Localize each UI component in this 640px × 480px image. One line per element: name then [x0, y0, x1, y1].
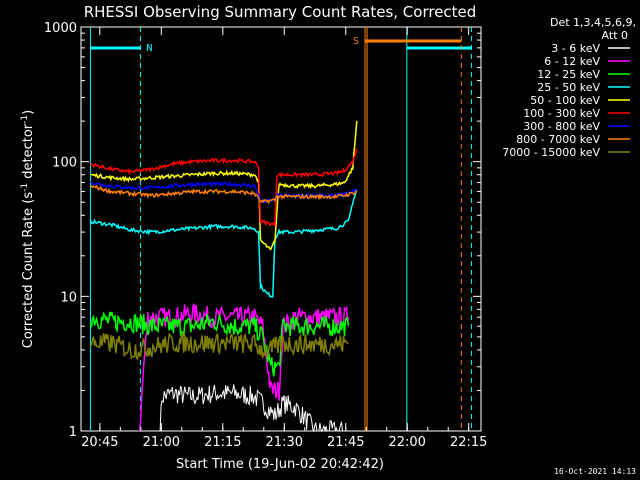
- y-axis-label: Corrected Count Rate (s-1 detector-1): [20, 110, 36, 348]
- series-line-6: [89, 180, 358, 204]
- y-tick-label-2: 100: [52, 156, 77, 171]
- series-line-4: [90, 121, 358, 251]
- legend-label-2: 12 - 25 keV: [537, 68, 600, 81]
- series-line-5: [90, 148, 358, 227]
- legend-label-3: 25 - 50 keV: [537, 81, 600, 94]
- x-tick-label-4: 21:45: [327, 435, 364, 450]
- series-layer: [89, 121, 358, 433]
- legend-header-line-2: Att 0: [602, 29, 628, 42]
- x-tick-label-1: 21:00: [143, 435, 180, 450]
- legend-label-1: 6 - 12 keV: [544, 55, 600, 68]
- series-line-7: [89, 184, 358, 205]
- legend-header-line-1: Det 1,3,4,5,6,9,: [550, 16, 636, 29]
- x-tick-label-0: 20:45: [81, 435, 118, 450]
- series-line-3: [89, 189, 358, 298]
- legend-label-6: 300 - 800 keV: [523, 120, 600, 133]
- annotation-s-label: S: [353, 36, 359, 47]
- x-axis-label: Start Time (19-Jun-02 20:42:42): [176, 457, 384, 472]
- plot-frame: [80, 26, 482, 432]
- legend-label-4: 50 - 100 keV: [530, 94, 600, 107]
- legend-label-5: 100 - 300 keV: [523, 107, 600, 120]
- annotation-n-label: N: [146, 43, 152, 54]
- series-line-0: [159, 384, 345, 433]
- annotation-layer: NS: [89, 27, 473, 431]
- y-tick-label-3: 1000: [44, 21, 77, 36]
- x-tick-label-3: 21:30: [266, 435, 303, 450]
- legend-label-0: 3 - 6 keV: [551, 42, 600, 55]
- legend-label-7: 800 - 7000 keV: [516, 133, 600, 146]
- y-tick-label-1: 10: [60, 290, 77, 305]
- y-tick-label-0: 1: [69, 425, 77, 440]
- chart-title: RHESSI Observing Summary Count Rates, Co…: [84, 3, 477, 21]
- legend-label-8: 7000 - 15000 keV: [502, 146, 600, 159]
- timestamp: 16-Oct-2021 14:13: [554, 467, 636, 476]
- x-tick-label-2: 21:15: [204, 435, 241, 450]
- x-tick-label-5: 22:00: [388, 435, 425, 450]
- series-line-8: [89, 332, 349, 361]
- series-line-2: [89, 311, 350, 377]
- axes-layer: 20:45 21:00 21:15 21:30 21:45 22:00 22:15 1 10 10…: [44, 21, 488, 450]
- x-tick-label-6: 22:15: [450, 435, 487, 450]
